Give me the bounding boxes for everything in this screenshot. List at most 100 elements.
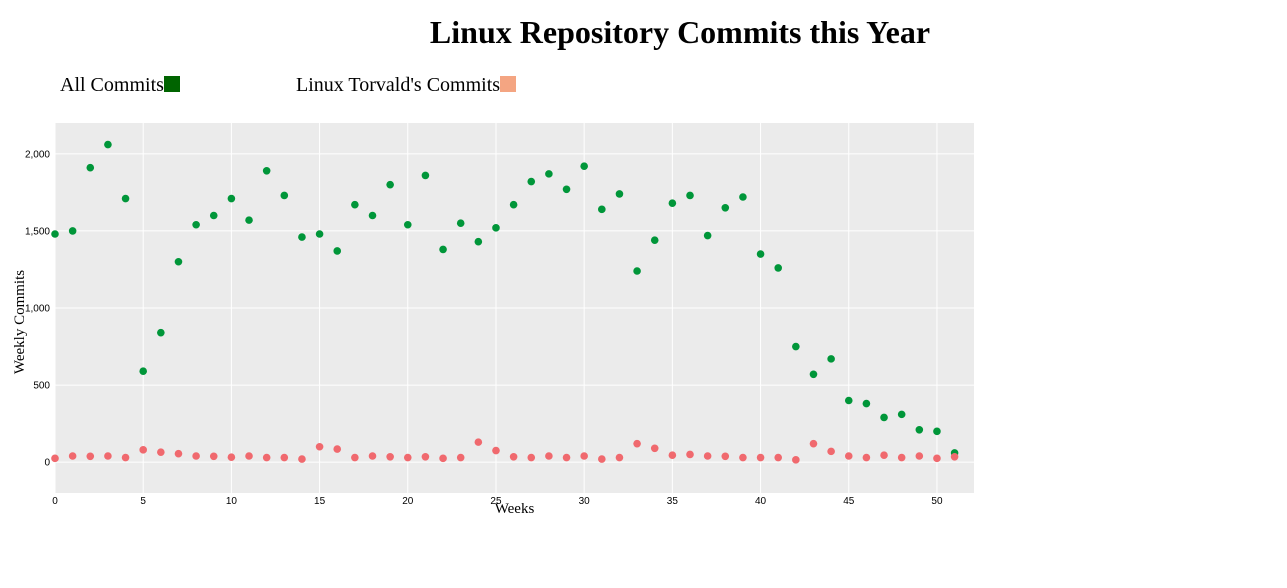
point-all-commits[interactable]	[792, 342, 800, 351]
point-torvalds-commits[interactable]	[598, 455, 606, 463]
point-all-commits[interactable]	[421, 171, 430, 180]
point-torvalds-commits[interactable]	[862, 453, 871, 462]
point-all-commits[interactable]	[227, 194, 236, 203]
point-all-commits[interactable]	[298, 233, 306, 241]
point-all-commits[interactable]	[598, 205, 606, 214]
point-torvalds-commits[interactable]	[104, 452, 112, 460]
point-torvalds-commits[interactable]	[227, 453, 236, 462]
point-torvalds-commits[interactable]	[262, 453, 271, 462]
point-all-commits[interactable]	[615, 190, 624, 198]
point-all-commits[interactable]	[68, 227, 77, 235]
point-all-commits[interactable]	[686, 191, 694, 200]
point-all-commits[interactable]	[721, 203, 730, 212]
point-torvalds-commits[interactable]	[86, 452, 95, 461]
point-torvalds-commits[interactable]	[351, 453, 359, 462]
point-all-commits[interactable]	[650, 236, 659, 244]
point-all-commits[interactable]	[633, 267, 641, 275]
point-torvalds-commits[interactable]	[139, 446, 147, 454]
point-all-commits[interactable]	[562, 185, 571, 194]
point-all-commits[interactable]	[915, 425, 924, 434]
point-all-commits[interactable]	[157, 328, 165, 337]
point-all-commits[interactable]	[439, 245, 447, 254]
point-all-commits[interactable]	[774, 264, 783, 272]
point-torvalds-commits[interactable]	[209, 452, 218, 461]
point-torvalds-commits[interactable]	[509, 452, 518, 461]
point-torvalds-commits[interactable]	[897, 453, 906, 462]
point-torvalds-commits[interactable]	[386, 452, 394, 461]
point-torvalds-commits[interactable]	[298, 455, 306, 463]
point-all-commits[interactable]	[756, 250, 765, 258]
point-all-commits[interactable]	[809, 370, 818, 379]
point-torvalds-commits[interactable]	[421, 452, 430, 461]
point-all-commits[interactable]	[192, 220, 200, 229]
legend-item-all-commits[interactable]: All Commits	[60, 74, 180, 97]
point-torvalds-commits[interactable]	[492, 446, 500, 455]
point-all-commits[interactable]	[492, 224, 500, 232]
point-all-commits[interactable]	[368, 211, 377, 220]
point-all-commits[interactable]	[844, 396, 853, 405]
point-torvalds-commits[interactable]	[280, 453, 289, 462]
point-all-commits[interactable]	[104, 140, 112, 149]
point-all-commits[interactable]	[315, 230, 324, 238]
point-torvalds-commits[interactable]	[703, 452, 712, 460]
point-all-commits[interactable]	[351, 200, 359, 209]
point-torvalds-commits[interactable]	[157, 448, 165, 456]
point-all-commits[interactable]	[86, 163, 95, 172]
point-torvalds-commits[interactable]	[121, 453, 130, 462]
point-all-commits[interactable]	[880, 413, 888, 422]
point-all-commits[interactable]	[121, 194, 130, 203]
point-torvalds-commits[interactable]	[915, 452, 924, 460]
point-all-commits[interactable]	[827, 355, 835, 363]
point-torvalds-commits[interactable]	[245, 452, 253, 460]
point-all-commits[interactable]	[51, 230, 59, 238]
point-torvalds-commits[interactable]	[562, 453, 571, 462]
point-torvalds-commits[interactable]	[739, 453, 747, 462]
point-torvalds-commits[interactable]	[615, 453, 624, 462]
point-torvalds-commits[interactable]	[844, 452, 853, 460]
point-all-commits[interactable]	[933, 427, 941, 436]
point-torvalds-commits[interactable]	[774, 453, 783, 462]
point-all-commits[interactable]	[703, 231, 712, 240]
point-torvalds-commits[interactable]	[192, 452, 200, 460]
point-torvalds-commits[interactable]	[527, 453, 536, 462]
point-all-commits[interactable]	[509, 200, 518, 209]
point-all-commits[interactable]	[897, 410, 906, 419]
point-all-commits[interactable]	[174, 257, 183, 266]
point-torvalds-commits[interactable]	[721, 452, 730, 461]
point-torvalds-commits[interactable]	[403, 453, 412, 462]
point-all-commits[interactable]	[527, 177, 536, 186]
point-all-commits[interactable]	[739, 193, 747, 201]
point-torvalds-commits[interactable]	[827, 447, 835, 456]
point-torvalds-commits[interactable]	[68, 452, 77, 460]
point-torvalds-commits[interactable]	[333, 445, 342, 453]
point-torvalds-commits[interactable]	[950, 452, 959, 461]
point-all-commits[interactable]	[474, 237, 483, 246]
point-torvalds-commits[interactable]	[174, 449, 183, 458]
point-torvalds-commits[interactable]	[686, 450, 694, 459]
point-all-commits[interactable]	[456, 219, 465, 228]
point-all-commits[interactable]	[668, 199, 677, 207]
point-torvalds-commits[interactable]	[439, 454, 447, 463]
point-all-commits[interactable]	[862, 399, 871, 408]
point-all-commits[interactable]	[139, 367, 147, 376]
point-all-commits[interactable]	[580, 162, 588, 170]
point-torvalds-commits[interactable]	[315, 442, 324, 451]
point-all-commits[interactable]	[262, 166, 271, 175]
point-all-commits[interactable]	[386, 180, 394, 189]
legend-item-torvalds-commits[interactable]: Linux Torvald's Commits	[296, 74, 517, 97]
point-all-commits[interactable]	[245, 216, 253, 224]
point-all-commits[interactable]	[209, 211, 218, 220]
point-torvalds-commits[interactable]	[933, 454, 941, 463]
point-all-commits[interactable]	[333, 247, 342, 255]
point-torvalds-commits[interactable]	[756, 453, 765, 462]
point-torvalds-commits[interactable]	[474, 438, 483, 446]
point-torvalds-commits[interactable]	[51, 454, 59, 463]
point-torvalds-commits[interactable]	[650, 444, 659, 453]
point-torvalds-commits[interactable]	[792, 456, 800, 464]
point-all-commits[interactable]	[545, 170, 553, 178]
point-torvalds-commits[interactable]	[456, 453, 465, 462]
point-torvalds-commits[interactable]	[580, 452, 588, 460]
point-torvalds-commits[interactable]	[809, 439, 818, 448]
point-torvalds-commits[interactable]	[545, 452, 553, 460]
point-all-commits[interactable]	[280, 191, 289, 200]
